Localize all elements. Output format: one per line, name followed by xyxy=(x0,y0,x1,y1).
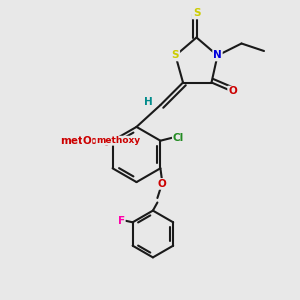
Text: O: O xyxy=(228,86,237,97)
Text: O: O xyxy=(158,179,166,189)
Text: N: N xyxy=(213,50,222,61)
Text: O: O xyxy=(90,136,99,146)
Text: F: F xyxy=(118,216,125,226)
Text: methoxy: methoxy xyxy=(96,136,140,145)
Text: S: S xyxy=(172,50,179,61)
Text: O: O xyxy=(83,136,92,146)
Text: methoxy: methoxy xyxy=(60,136,111,146)
Text: S: S xyxy=(193,8,200,19)
Text: O: O xyxy=(90,136,99,146)
Text: H: H xyxy=(144,97,153,107)
Text: Cl: Cl xyxy=(173,133,184,143)
